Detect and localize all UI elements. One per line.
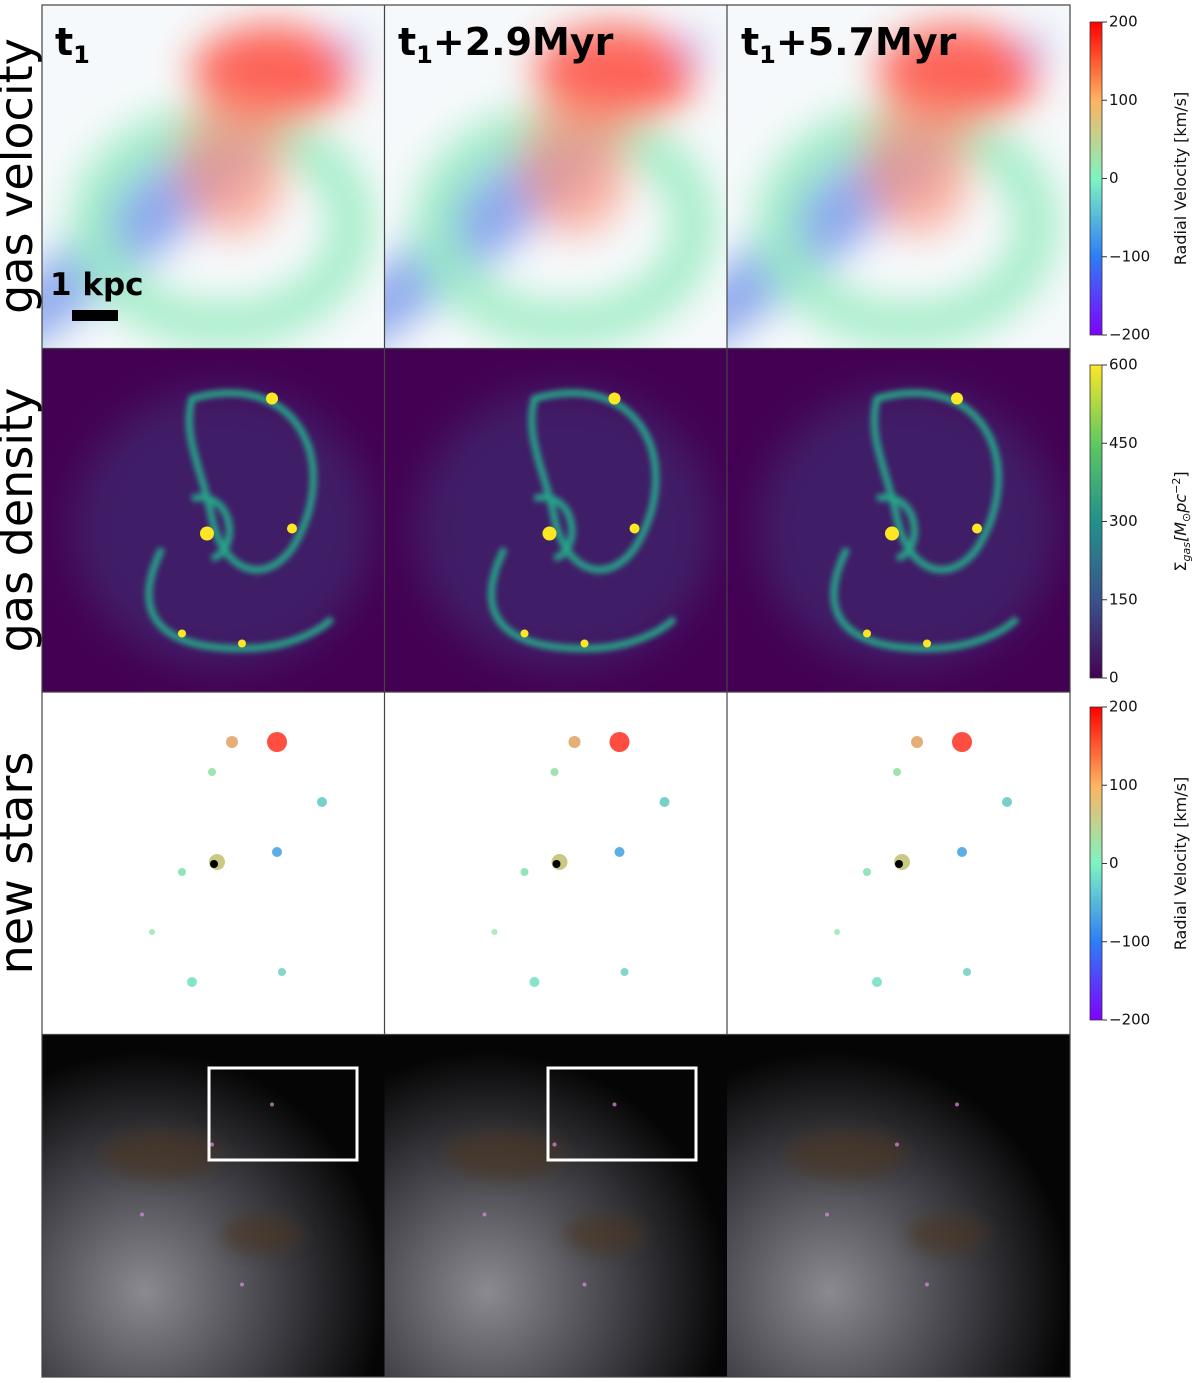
panel bbox=[385, 349, 728, 692]
panel bbox=[42, 349, 385, 692]
colorbar bbox=[1089, 706, 1103, 1021]
title-sub: 1 bbox=[73, 41, 90, 69]
label-sub: gas bbox=[1180, 542, 1193, 562]
title-main: t bbox=[741, 20, 759, 64]
panel bbox=[42, 1035, 385, 1378]
colorbar bbox=[1089, 21, 1103, 336]
panel bbox=[42, 692, 385, 1035]
panel bbox=[727, 692, 1070, 1035]
scale-bar-label: 1 kpc bbox=[50, 267, 144, 303]
title-main: t bbox=[398, 20, 416, 64]
colorbar bbox=[1089, 364, 1103, 679]
zoom-box bbox=[207, 1066, 698, 1162]
colorbar-tick-label: 0 bbox=[1109, 669, 1119, 687]
title-suffix: +5.7Myr bbox=[776, 20, 957, 64]
colorbar-tick-label: 100 bbox=[1109, 91, 1138, 109]
colorbar-tick-label: −200 bbox=[1109, 1011, 1150, 1029]
title-main: t bbox=[55, 20, 73, 64]
label-unit: pc bbox=[1171, 494, 1190, 514]
colorbar-tick-label: 200 bbox=[1109, 13, 1138, 31]
column-title: t1+5.7Myr bbox=[741, 20, 957, 69]
colorbar-tick-label: 450 bbox=[1109, 434, 1138, 452]
colorbar-tick-label: 200 bbox=[1109, 698, 1138, 716]
colorbar-label: Σgas[M⊙pc−2] bbox=[1170, 471, 1193, 571]
colorbar-tick-label: 100 bbox=[1109, 776, 1138, 794]
label-symbol: Σ bbox=[1171, 562, 1190, 572]
label-sup: −2 bbox=[1170, 478, 1183, 494]
title-sub: 1 bbox=[759, 41, 776, 69]
column-title: t1 bbox=[55, 20, 90, 69]
colorbar-tick-label: −200 bbox=[1109, 326, 1150, 344]
column-title: t1+2.9Myr bbox=[398, 20, 614, 69]
colorbar-label: Radial Velocity [km/s] bbox=[1171, 777, 1190, 950]
colorbar-tick-label: −100 bbox=[1109, 932, 1150, 950]
panel bbox=[385, 692, 728, 1035]
panel bbox=[385, 1035, 728, 1378]
title-suffix: +2.9Myr bbox=[433, 20, 614, 64]
colorbar-tick-label: 0 bbox=[1109, 854, 1119, 872]
scale-bar bbox=[72, 310, 118, 321]
label-close: ] bbox=[1171, 471, 1190, 477]
panel bbox=[727, 1035, 1070, 1378]
label-open: [M bbox=[1171, 522, 1190, 542]
panel bbox=[727, 349, 1070, 692]
colorbar-tick-label: 150 bbox=[1109, 590, 1138, 608]
panel-grid bbox=[0, 5, 1070, 1378]
title-sub: 1 bbox=[416, 41, 433, 69]
colorbar-tick-label: −100 bbox=[1109, 247, 1150, 265]
row-label: gas density bbox=[0, 388, 43, 653]
colorbar-tick-label: 0 bbox=[1109, 169, 1119, 187]
colorbar-tick-label: 300 bbox=[1109, 512, 1138, 530]
row-label: new stars bbox=[0, 752, 43, 975]
colorbar-tick-label: 600 bbox=[1109, 356, 1138, 374]
label-unit-sub: ⊙ bbox=[1180, 513, 1193, 522]
colorbar-label: Radial Velocity [km/s] bbox=[1171, 92, 1190, 265]
row-label: gas velocity bbox=[0, 38, 43, 314]
panel bbox=[0, 5, 385, 399]
